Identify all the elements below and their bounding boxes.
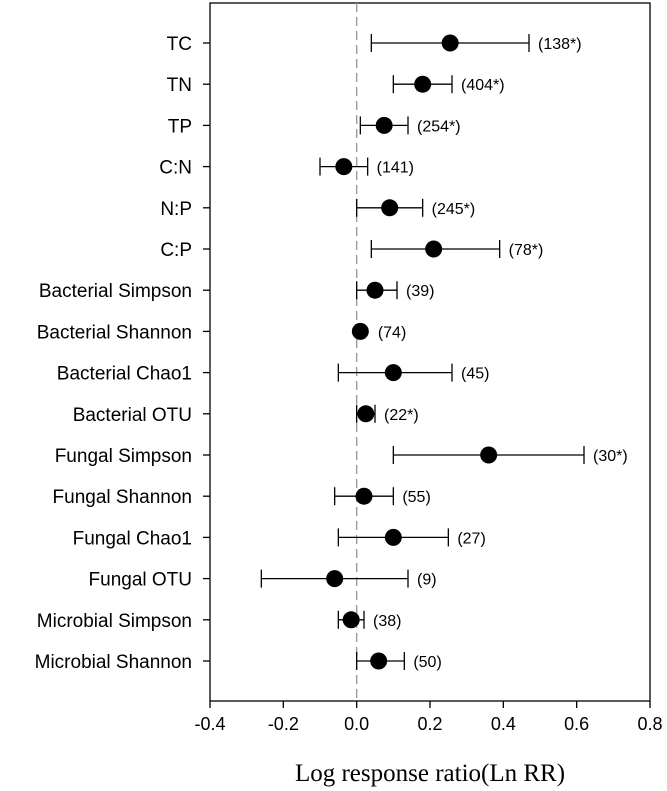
row-label: Fungal Shannon <box>53 487 192 508</box>
row-label: Bacterial Shannon <box>37 322 192 343</box>
mean-point <box>355 487 373 505</box>
forest-row: C:P (78*) <box>160 240 543 261</box>
mean-point <box>480 446 498 464</box>
sample-size-annotation: (78*) <box>509 242 544 259</box>
mean-point <box>384 364 402 382</box>
row-label: Fungal OTU <box>89 570 192 591</box>
row-label: Bacterial OTU <box>73 405 192 426</box>
forest-row: Fungal Shannon (55) <box>53 487 431 508</box>
row-label: Microbial Simpson <box>37 611 192 632</box>
sample-size-annotation: (27) <box>457 530 485 547</box>
forest-row: Fungal Chao1 (27) <box>73 528 486 549</box>
row-label: Fungal Chao1 <box>73 528 192 549</box>
row-label: TN <box>167 75 192 96</box>
sample-size-annotation: (245*) <box>432 201 476 218</box>
forest-row: TN (404*) <box>167 75 505 96</box>
row-label: Bacterial Simpson <box>39 281 192 302</box>
row-label: C:N <box>159 158 192 179</box>
x-axis: -0.4 -0.2 0.0 0.2 0.4 0.6 0.8 <box>194 701 663 734</box>
mean-point <box>381 199 399 217</box>
mean-point <box>335 158 353 176</box>
sample-size-annotation: (39) <box>406 283 434 300</box>
mean-point <box>326 570 344 588</box>
mean-point <box>414 75 432 93</box>
sample-size-annotation: (254*) <box>417 118 461 135</box>
mean-point <box>366 281 384 299</box>
forest-row: Bacterial OTU (22*) <box>73 404 419 426</box>
forest-row: Bacterial Simpson (39) <box>39 281 434 302</box>
row-label: TC <box>167 34 192 55</box>
forest-row: Bacterial Chao1 (45) <box>57 363 489 385</box>
mean-point <box>441 34 459 52</box>
x-tick-label: -0.4 <box>194 714 225 734</box>
mean-point <box>357 405 375 423</box>
mean-point <box>370 652 388 670</box>
sample-size-annotation: (50) <box>413 654 441 671</box>
forest-row: Bacterial Shannon (74) <box>37 322 407 343</box>
row-label: Fungal Simpson <box>55 446 192 467</box>
sample-size-annotation: (138*) <box>538 36 582 53</box>
plot-frame <box>209 2 651 702</box>
mean-point <box>351 322 369 340</box>
x-tick-label: 0.2 <box>417 714 442 734</box>
sample-size-annotation: (74) <box>378 324 406 341</box>
forest-row: Microbial Shannon (50) <box>35 652 442 673</box>
sample-size-annotation: (9) <box>417 572 437 589</box>
forest-row: TP (254*) <box>168 116 461 137</box>
forest-row: Fungal OTU (9) <box>89 569 437 591</box>
x-tick-label: -0.2 <box>268 714 299 734</box>
sample-size-annotation: (22*) <box>384 407 419 424</box>
row-label: Microbial Shannon <box>35 652 192 673</box>
sample-size-annotation: (30*) <box>593 448 628 465</box>
x-tick-label: 0.0 <box>344 714 369 734</box>
x-tick-label: 0.4 <box>491 714 516 734</box>
row-label: C:P <box>160 240 192 261</box>
mean-point <box>425 240 443 258</box>
forest-row: C:N (141) <box>159 157 414 179</box>
row-label: Bacterial Chao1 <box>57 364 192 385</box>
x-tick-label: 0.8 <box>637 714 662 734</box>
forest-row: TC (138*) <box>167 34 582 55</box>
forest-row: Fungal Simpson (30*) <box>55 446 628 467</box>
mean-point <box>342 611 360 629</box>
x-axis-title: Log response ratio(Ln RR) <box>295 760 565 787</box>
mean-point <box>375 116 393 134</box>
forest-row: Microbial Simpson (38) <box>37 610 401 632</box>
row-label: TP <box>168 116 192 137</box>
row-label: N:P <box>160 199 192 220</box>
sample-size-annotation: (55) <box>402 489 430 506</box>
x-tick-label: 0.6 <box>564 714 589 734</box>
sample-size-annotation: (141) <box>377 160 414 177</box>
sample-size-annotation: (404*) <box>461 77 505 94</box>
forest-row: N:P (245*) <box>160 198 476 220</box>
mean-point <box>384 528 402 546</box>
plot-rows: TC (138*) TN (404*) TP (254*) C:N (141) N:P (245*… <box>35 34 628 673</box>
sample-size-annotation: (45) <box>461 366 489 383</box>
sample-size-annotation: (38) <box>373 613 401 630</box>
